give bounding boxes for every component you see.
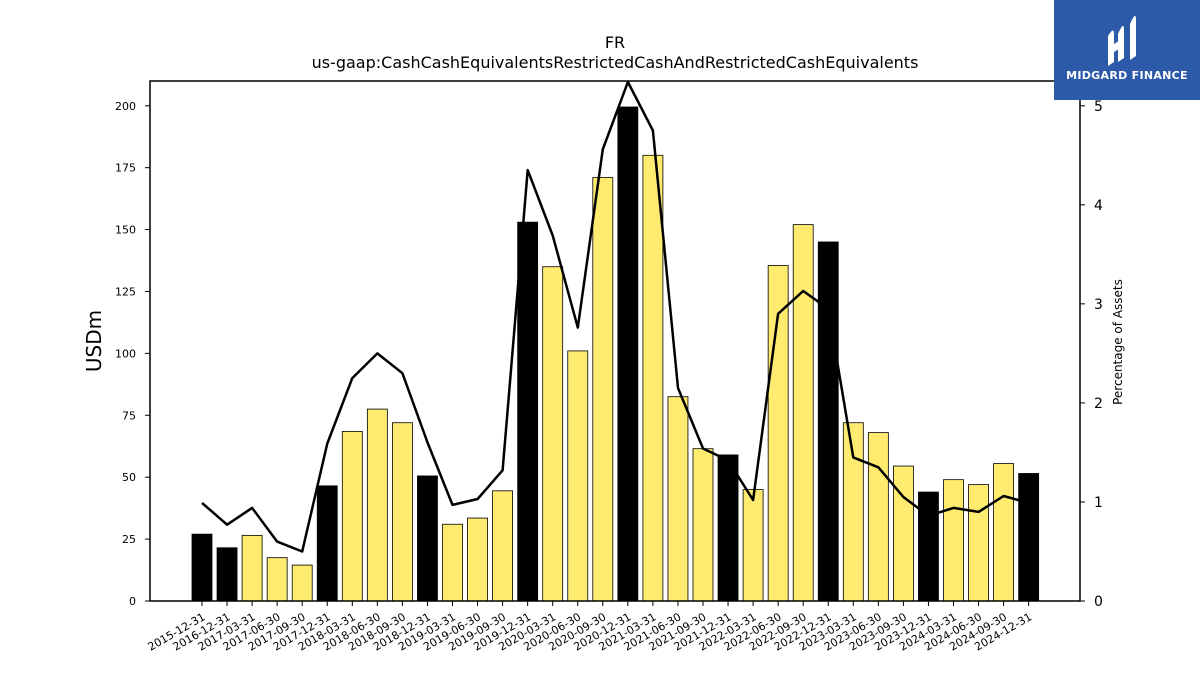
- percentage-of-assets-line: [201, 80, 1030, 553]
- plot-frame: [149, 80, 1081, 602]
- y-tick-label-25: 25: [122, 533, 136, 546]
- y2-tick-label-5: 5: [1094, 99, 1103, 115]
- bar-2022-03-31: [742, 489, 764, 602]
- y2-tick-label-3: 3: [1094, 297, 1103, 313]
- bar-2024-12-31: [1018, 473, 1040, 602]
- bar-2020-06-30: [567, 350, 589, 602]
- bar-2023-09-30: [893, 465, 914, 602]
- bar-2024-06-30: [968, 484, 989, 602]
- bar-2024-03-31: [943, 479, 964, 602]
- y-axis-label: USDm: [82, 310, 106, 372]
- bar-2018-09-30: [391, 422, 413, 602]
- midgard-logo-icon: [1108, 15, 1136, 67]
- y-tick-label-150: 150: [115, 224, 136, 237]
- y2-axis-label: Percentage of Assets: [1111, 279, 1125, 405]
- bar-2020-03-31: [542, 266, 564, 602]
- bar-2019-09-30: [492, 490, 514, 602]
- bar-2018-06-30: [366, 408, 388, 602]
- bar-2018-12-31: [417, 475, 438, 602]
- bar-2017-12-31: [316, 485, 338, 602]
- bar-2019-03-31: [442, 523, 463, 602]
- chart-title-line-1: FR: [604, 33, 626, 52]
- chart-title-line-2: us-gaap:CashCashEquivalentsRestrictedCas…: [311, 53, 919, 72]
- bar-2023-03-31: [842, 422, 864, 602]
- y2-tick-label-2: 2: [1094, 396, 1103, 412]
- y-tick-label-175: 175: [115, 162, 136, 175]
- bar-2023-06-30: [867, 432, 889, 602]
- bar-2019-06-30: [467, 517, 488, 602]
- bar-2024-09-30: [993, 463, 1014, 602]
- y2-tick-label-1: 1: [1094, 495, 1103, 511]
- bar-2021-03-31: [642, 154, 664, 602]
- bar-2018-03-31: [341, 430, 363, 602]
- bar-2016-12-31: [216, 547, 238, 602]
- bar-2022-12-31: [817, 241, 839, 602]
- bar-2015-12-31: [191, 533, 213, 602]
- y2-tick-label-0: 0: [1094, 594, 1103, 610]
- bar-2022-09-30: [792, 224, 814, 602]
- bar-2019-12-31: [517, 221, 539, 602]
- bar-2017-03-31: [241, 534, 263, 602]
- midgard-finance-logo: MIDGARD FINANCE: [1054, 0, 1200, 100]
- bar-2017-06-30: [266, 557, 288, 602]
- y-tick-label-100: 100: [115, 347, 136, 360]
- y-tick-label-75: 75: [122, 409, 136, 422]
- bar-2021-12-31: [717, 454, 739, 602]
- bar-2023-12-31: [918, 491, 939, 602]
- bar-2017-09-30: [291, 564, 313, 602]
- logo-text: MIDGARD FINANCE: [1066, 69, 1188, 82]
- bar-2020-09-30: [592, 177, 614, 602]
- y-tick-label-0: 0: [129, 595, 136, 608]
- bar-2021-06-30: [667, 396, 689, 602]
- y-tick-label-50: 50: [122, 471, 136, 484]
- y-tick-label-125: 125: [115, 285, 136, 298]
- y2-tick-label-4: 4: [1094, 198, 1103, 214]
- y-tick-label-200: 200: [115, 100, 136, 113]
- bar-2020-12-31: [617, 106, 639, 602]
- bar-2021-09-30: [692, 448, 714, 602]
